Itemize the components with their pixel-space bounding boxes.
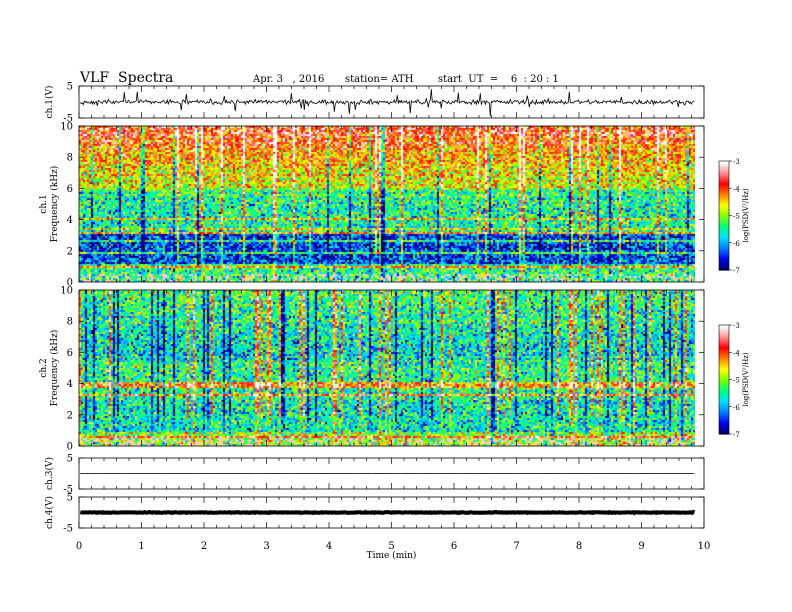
ylabel-ch1-spectrogram: Frequency (kHz) xyxy=(49,166,60,243)
ytick-ch2-spectrogram-2: 2 xyxy=(67,410,73,421)
start-time-label: start UT = 6 : 20 : 1 xyxy=(438,74,559,85)
colorbar-2: -3 -4 -5 -6 -7 log(PSD(V²/Hz) xyxy=(718,322,750,439)
colorbar-tick-2--3: -3 xyxy=(733,322,740,330)
ylabel-ch3-waveform: ch.3(V) xyxy=(44,457,55,490)
xtick-0: 0 xyxy=(76,541,82,552)
ytick-ch3-waveform-5: 5 xyxy=(67,454,73,465)
colorbar-tick-1--3: -3 xyxy=(733,158,740,166)
xtick-6: 6 xyxy=(451,541,457,552)
xtick-1: 1 xyxy=(138,541,144,552)
ytick-ch2-spectrogram-8: 8 xyxy=(67,317,73,328)
ytick-ch1-spectrogram-2: 2 xyxy=(67,246,73,257)
ytick-ch1-waveform--5: -5 xyxy=(63,114,73,125)
xtick-8: 8 xyxy=(576,541,582,552)
ylabel-ch2-spectrogram: Frequency (kHz) xyxy=(49,330,60,407)
spectrogram-1-image xyxy=(79,126,695,282)
ytick-ch3-waveform--5: -5 xyxy=(63,485,73,496)
colorbar-tick-2--7: -7 xyxy=(733,431,740,439)
ytick-ch2-spectrogram-6: 6 xyxy=(67,348,73,359)
colorbar-tick-1--6: -6 xyxy=(733,240,740,248)
ytick-ch1-spectrogram-10: 10 xyxy=(60,122,73,133)
ylabel-ch4-waveform: ch.4(V) xyxy=(44,496,55,529)
colorbar-1: -3 -4 -5 -6 -7 log(PSD(V²/Hz) xyxy=(718,158,750,275)
ytick-ch4-waveform-5: 5 xyxy=(67,493,73,504)
ytick-ch1-spectrogram-6: 6 xyxy=(67,184,73,195)
xtick-5: 5 xyxy=(388,541,394,552)
ylabel-top-ch1-spectrogram: ch.1 xyxy=(39,194,49,213)
colorbar-tick-2--6: -6 xyxy=(733,404,740,412)
xlabel: Time (min) xyxy=(367,550,417,561)
ytick-ch1-spectrogram-8: 8 xyxy=(67,153,73,164)
date-label: Apr. 3 , 2016 xyxy=(253,74,325,85)
ytick-ch1-spectrogram-0: 0 xyxy=(67,278,73,289)
xtick-9: 9 xyxy=(638,541,644,552)
colorbar-tick-2--4: -4 xyxy=(733,349,740,357)
xtick-3: 3 xyxy=(263,541,269,552)
colorbar-tick-1--5: -5 xyxy=(733,213,740,221)
trace-ch1-waveform xyxy=(79,89,695,117)
ylabel-top-ch2-spectrogram: ch.2 xyxy=(39,358,49,377)
xtick-10: 10 xyxy=(698,541,711,552)
spectrogram-2-image xyxy=(79,290,695,446)
colorbar-label-2: log(PSD(V²/Hz) xyxy=(742,352,750,407)
colorbar-tick-1--4: -4 xyxy=(733,185,740,193)
ytick-ch2-spectrogram-10: 10 xyxy=(60,286,73,297)
colorbar-tick-1--7: -7 xyxy=(733,267,740,275)
xtick-4: 4 xyxy=(326,541,332,552)
station-label: station= ATH xyxy=(345,74,414,85)
colorbar-label-1: log(PSD(V²/Hz) xyxy=(742,188,750,243)
ylabel-ch1-waveform: ch.1(V) xyxy=(44,86,55,119)
chart-title: VLF Spectra xyxy=(80,70,174,86)
ytick-ch4-waveform--5: -5 xyxy=(63,524,73,535)
ytick-ch2-spectrogram-0: 0 xyxy=(67,442,73,453)
trace-ch4-waveform xyxy=(79,509,696,516)
ytick-ch1-waveform-5: 5 xyxy=(67,82,73,93)
ytick-ch2-spectrogram-4: 4 xyxy=(67,379,73,390)
xtick-2: 2 xyxy=(201,541,207,552)
ytick-ch1-spectrogram-4: 4 xyxy=(67,215,73,226)
xtick-7: 7 xyxy=(513,541,519,552)
colorbar-tick-2--5: -5 xyxy=(733,377,740,385)
